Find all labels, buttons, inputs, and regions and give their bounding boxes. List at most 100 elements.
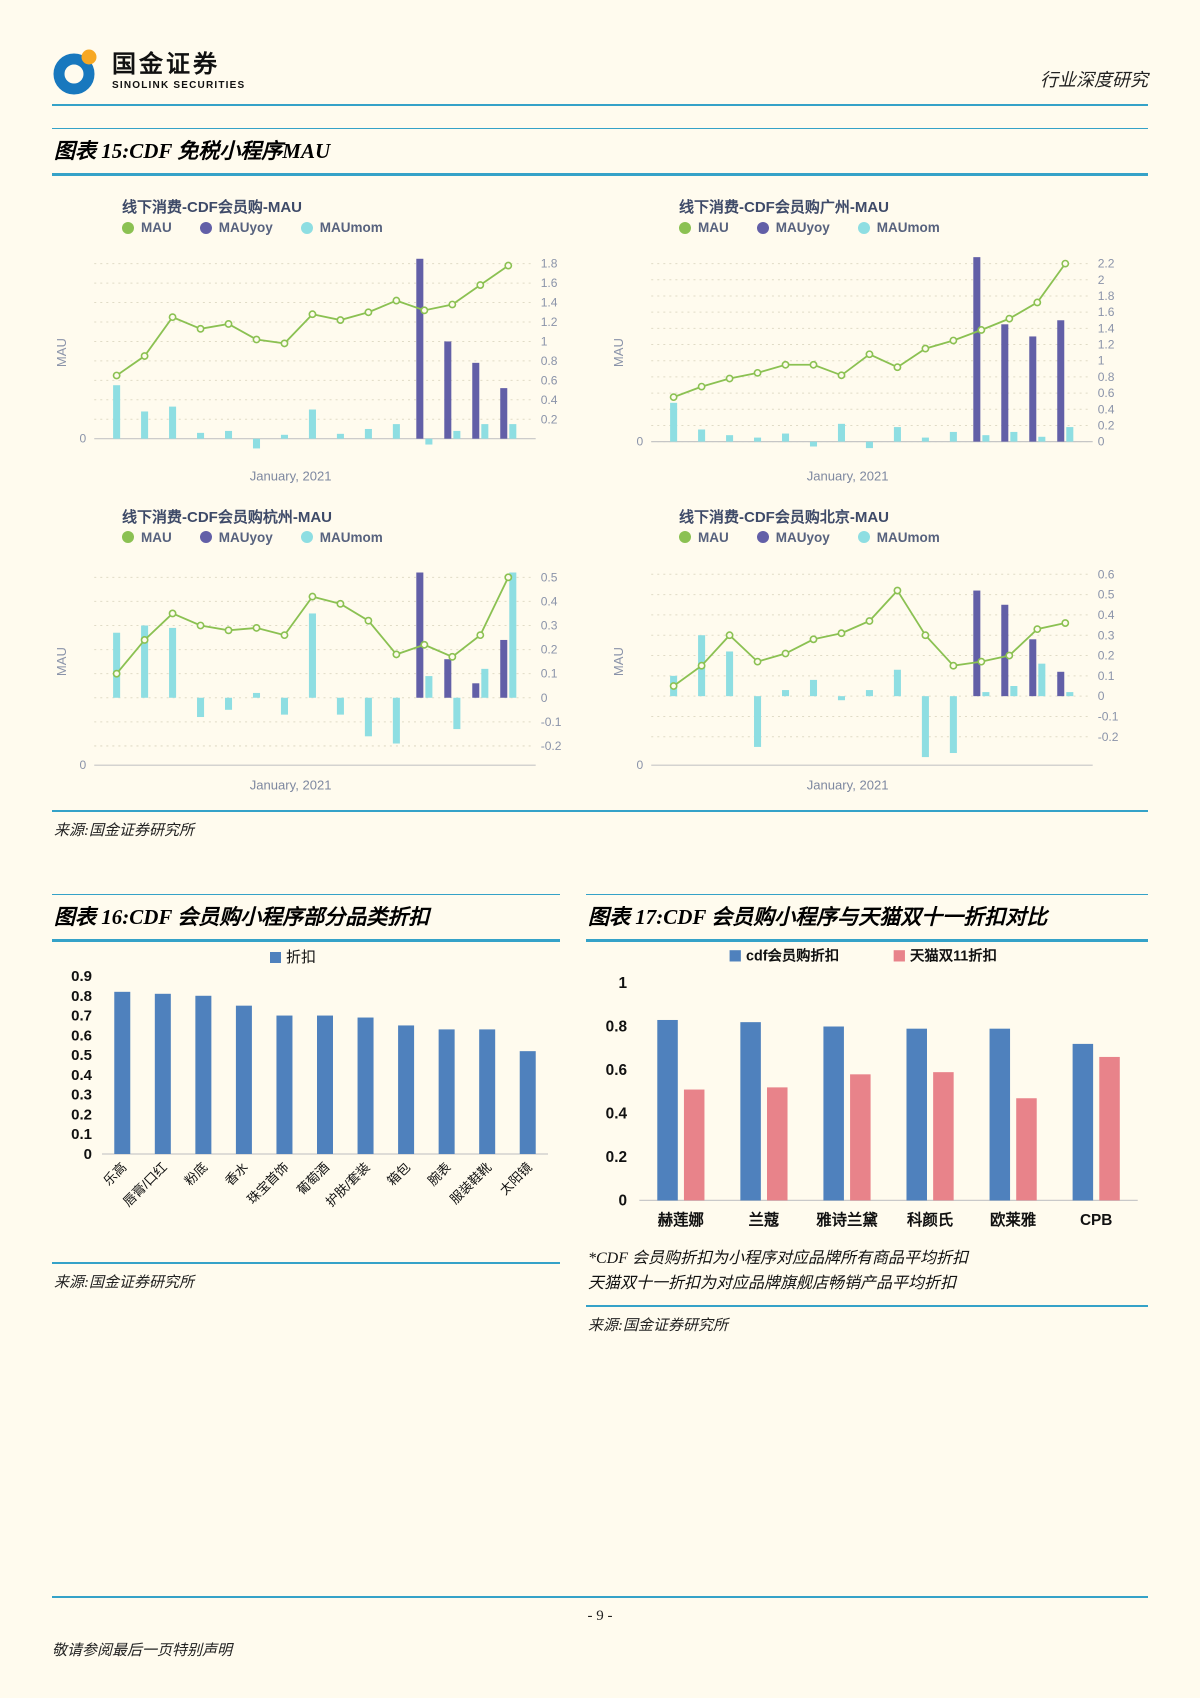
x-category-label: 香水 (222, 1159, 251, 1188)
legend-label: MAUyoy (218, 529, 273, 545)
mau-point (781, 360, 790, 369)
mau-point (504, 573, 513, 582)
maumom-bar (1010, 686, 1018, 697)
figure-17-divider (586, 1304, 1148, 1307)
chart-legend: MAU MAUyoy MAUmom (679, 530, 1148, 547)
maumom-bar (754, 696, 762, 748)
mau-point (280, 338, 289, 347)
x-category-label: 太阳镜 (497, 1159, 535, 1197)
maumom-bar (982, 692, 990, 697)
legend-label: MAU (141, 529, 172, 545)
x-category-label: 兰蔻 (749, 1210, 780, 1229)
y-axis-tick: 0.5 (1098, 588, 1115, 602)
maumom-bar (893, 670, 901, 697)
y-axis-tick: 0.6 (541, 373, 558, 387)
y-axis-tick: 0 (84, 1146, 92, 1163)
legend-label: MAUmom (876, 220, 940, 235)
y-axis-tick: 0 (1098, 434, 1105, 448)
mau-point (112, 371, 121, 379)
legend-swatch-icon (729, 950, 741, 962)
discount-bar (154, 993, 171, 1154)
y-axis-tick: 0.1 (1098, 669, 1115, 683)
y-axis-tick: 0.6 (606, 1062, 627, 1079)
zero-tick: 0 (636, 434, 643, 448)
legend-label: MAU (141, 220, 172, 235)
mau-point (669, 682, 678, 691)
y-axis-tick: 2 (1098, 272, 1105, 286)
y-axis-tick: 0.3 (541, 619, 558, 633)
mauyoy-bar (416, 572, 424, 699)
legend-dot-icon (199, 531, 212, 544)
page-number: - 9 - (587, 1608, 613, 1624)
zero-tick: 0 (79, 759, 86, 773)
y-axis-tick: 0.9 (71, 968, 92, 985)
mau-chart-grid: 线下消费-CDF会员购-MAU MAU MAUyoy MAUmom 1.8 1.6 1.4 1… (52, 176, 1148, 806)
discount-bar (357, 1017, 374, 1154)
maumom-bar (252, 438, 261, 448)
y-axis-tick: 1.6 (1098, 305, 1115, 319)
footer-divider (52, 1596, 1148, 1598)
y-axis-tick: 0.1 (71, 1126, 92, 1143)
mau-point (837, 629, 846, 638)
brand-text: 国金证券 SINOLINK SECURITIES (112, 51, 246, 92)
discount-bar (195, 995, 212, 1154)
x-category-label: 服装鞋靴 (447, 1159, 494, 1206)
y-axis-tick: 0 (541, 691, 548, 705)
tmall-discount-bar (1016, 1098, 1037, 1201)
legend-label: MAUmom (876, 529, 940, 545)
mau-point (252, 335, 261, 343)
mini-chart-title: 线下消费-CDF会员购北京-MAU (679, 508, 889, 526)
legend-dot-icon (199, 221, 212, 234)
x-category-label: 腕表 (425, 1159, 454, 1188)
header-divider (52, 104, 1148, 106)
mau-point (140, 351, 149, 360)
brand-subtitle: SINOLINK SECURITIES (112, 80, 246, 91)
cdf-discount-bar (823, 1026, 844, 1201)
legend-swatch-icon (270, 951, 281, 963)
chart-canvas-discount-by-category: 0.9 0.8 0.7 0.6 0.5 0.4 0.3 0.2 0.1 0 折扣乐高唇膏/口红 粉底香… (71, 949, 548, 1209)
brand-name: 国金证券 (112, 51, 220, 78)
maumom-bar (809, 680, 818, 697)
mau-point (392, 296, 401, 305)
y-axis-label: MAU (611, 648, 626, 677)
mau-point (476, 280, 485, 289)
legend-dot-icon (300, 531, 313, 544)
cdf-discount-bar (989, 1028, 1011, 1201)
maumom-bar (392, 423, 400, 439)
y-axis-tick: 0.6 (1098, 386, 1115, 400)
y-axis-tick: 1.2 (1098, 337, 1115, 351)
y-axis-tick: 0.4 (541, 595, 558, 609)
tmall-discount-bar (767, 1087, 788, 1201)
y-axis-tick: 0.1 (541, 667, 558, 681)
x-category-label: 粉底 (181, 1159, 210, 1188)
x-category-label: 科颜氏 (907, 1210, 954, 1229)
mau-point (725, 374, 734, 382)
sinolink-logo-icon (53, 49, 97, 95)
maumom-bar (982, 434, 990, 442)
y-axis-tick: 0.5 (71, 1047, 92, 1064)
mauyoy-bar (416, 258, 424, 439)
legend-dot-icon (679, 531, 691, 544)
y-axis-tick: 0.2 (541, 643, 558, 657)
x-category-label: 欧莱雅 (990, 1210, 1037, 1229)
maumom-bar (1038, 664, 1046, 697)
maumom-bar (1066, 426, 1074, 442)
maumom-bar (782, 690, 790, 697)
maumom-bar (197, 698, 205, 718)
maumom-bar (670, 402, 678, 442)
chart-legend: MAU MAUyoy MAUmom (122, 530, 591, 547)
mau-point (224, 626, 233, 635)
discount-bar (235, 1005, 252, 1154)
mau-point (196, 621, 205, 630)
figure-17-source: 来源:国金证券研究所 (588, 1317, 728, 1334)
y-axis-tick: 0.3 (1098, 629, 1115, 643)
figure-16-title: 图表 16:CDF 会员购小程序部分品类折扣 (52, 893, 560, 942)
maumom-bar (865, 441, 873, 448)
mau-point (921, 631, 930, 640)
maumom-bar (754, 437, 762, 442)
legend-item: MAUmom (857, 529, 940, 545)
mau-point (1061, 259, 1070, 268)
mau-point (781, 649, 790, 658)
